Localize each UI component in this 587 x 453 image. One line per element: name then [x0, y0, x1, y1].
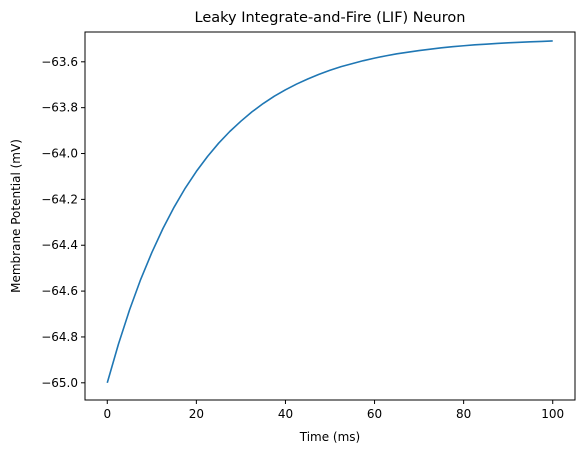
y-tick-label: −63.6	[41, 55, 78, 69]
x-tick-label: 40	[278, 407, 293, 421]
x-axis-label: Time (ms)	[299, 430, 361, 444]
x-tick-label: 20	[189, 407, 204, 421]
y-tick-label: −64.4	[41, 238, 78, 252]
y-tick-label: −64.2	[41, 192, 78, 206]
y-tick-label: −64.8	[41, 330, 78, 344]
x-axis: 0 20 40 60 80 100	[103, 400, 564, 421]
series-line-0	[106, 40, 553, 384]
x-tick-label: 60	[367, 407, 382, 421]
x-tick-label: 80	[456, 407, 471, 421]
x-tick-label: 0	[103, 407, 111, 421]
y-tick-label: −65.0	[41, 376, 78, 390]
plot-area	[106, 40, 553, 384]
y-tick-label: −64.6	[41, 284, 78, 298]
y-axis-label: Membrane Potential (mV)	[9, 139, 23, 293]
y-tick-label: −64.0	[41, 147, 78, 161]
axes-frame	[84, 31, 576, 401]
chart-title: Leaky Integrate-and-Fire (LIF) Neuron	[195, 10, 466, 26]
x-tick-label: 100	[541, 407, 564, 421]
y-tick-label: −63.8	[41, 101, 78, 115]
y-axis: −65.0 −64.8 −64.6 −64.4 −64.2 −64.0 −63.8 −63.6	[41, 55, 85, 390]
